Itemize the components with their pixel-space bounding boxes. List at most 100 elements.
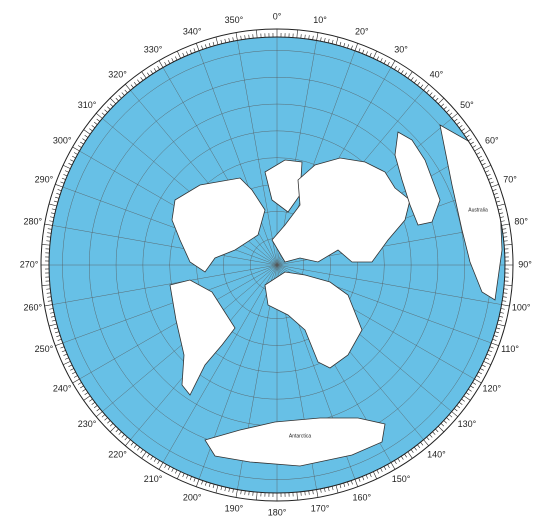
ring-tick: [141, 451, 147, 459]
ring-tick: [205, 481, 207, 486]
ring-tick: [68, 364, 73, 367]
ring-tick: [327, 487, 330, 492]
ring-tick: [118, 431, 122, 435]
ring-tick: [133, 444, 137, 449]
ring-tick: [115, 428, 119, 433]
ring-tick: [57, 338, 62, 341]
ring-tick: [432, 95, 436, 99]
ring-tick: [55, 331, 60, 334]
ring-tick: [474, 378, 482, 384]
east-asia: [394, 131, 441, 226]
ring-tick: [121, 434, 125, 438]
ring-tick: [327, 38, 330, 43]
ring-tick: [63, 174, 68, 177]
ring-tick: [446, 417, 450, 421]
antarctica: [204, 417, 386, 467]
meridian: [62, 186, 278, 266]
degree-label: 80°: [514, 216, 528, 226]
ring-tick: [55, 342, 63, 346]
ring-tick: [492, 338, 497, 341]
degree-label: 160°: [353, 492, 372, 502]
ring-tick: [176, 50, 181, 59]
ring-tick: [365, 474, 368, 479]
ring-tick: [362, 476, 365, 481]
degree-label: 350°: [225, 15, 244, 25]
ring-tick: [343, 482, 346, 487]
degree-label: 170°: [311, 504, 330, 514]
ring-tick: [56, 193, 61, 195]
degree-ring: [40, 28, 514, 502]
ring-tick: [44, 223, 53, 226]
degree-label: 110°: [501, 344, 519, 354]
ring-tick: [463, 129, 471, 135]
ring-tick: [494, 331, 499, 334]
ring-tick: [502, 232, 507, 234]
ring-tick: [101, 112, 106, 116]
ring-tick: [296, 492, 298, 501]
ring-tick: [500, 220, 505, 222]
ring-tick: [369, 473, 372, 478]
ring-tick: [504, 244, 513, 246]
ring-tick: [489, 181, 494, 184]
ring-tick: [494, 196, 499, 199]
ring-tick: [489, 346, 494, 349]
ring-tick: [182, 473, 185, 478]
ring-tick: [350, 45, 353, 50]
ring-tick: [232, 488, 234, 493]
ring-tick: [497, 323, 506, 327]
ring-tick: [193, 477, 196, 482]
ring-tick: [387, 61, 390, 66]
ring-tick: [496, 200, 501, 203]
meridian: [62, 264, 278, 344]
ring-tick: [82, 388, 86, 392]
ring-tick: [96, 113, 103, 119]
ring-tick: [147, 453, 150, 458]
ring-tick: [125, 84, 131, 91]
ring-tick: [89, 128, 93, 132]
degree-label: 10°: [313, 15, 327, 25]
ring-tick: [141, 71, 147, 79]
ring-tick: [109, 97, 116, 104]
ring-tick: [115, 97, 119, 102]
landmasses: [169, 124, 503, 467]
ring-tick: [83, 129, 91, 135]
ring-tick: [64, 357, 69, 360]
ring-tick: [80, 385, 84, 389]
ring-tick: [485, 357, 490, 360]
ring-tick: [50, 216, 55, 218]
ring-tick: [77, 145, 82, 148]
ring-tick: [492, 189, 497, 192]
ring-tick: [118, 95, 122, 99]
ring-tick: [60, 181, 65, 184]
ring-tick: [373, 50, 378, 59]
ring-tick: [347, 44, 349, 49]
ring-tick: [394, 65, 397, 70]
ring-tick: [72, 371, 76, 375]
ring-tick: [456, 405, 461, 409]
ring-tick: [96, 118, 100, 122]
ring-tick: [256, 29, 258, 38]
ring-tick: [358, 48, 361, 53]
ring-tick: [443, 420, 447, 424]
ring-tick: [380, 58, 383, 62]
ring-tick: [394, 460, 397, 465]
ring-tick: [483, 361, 492, 366]
ring-tick: [49, 308, 54, 310]
ring-tick: [124, 436, 128, 441]
degree-label: 130°: [458, 419, 477, 429]
degree-label: 120°: [482, 383, 501, 393]
ring-tick: [47, 228, 52, 230]
ring-tick: [472, 145, 477, 148]
ring-tick: [463, 395, 471, 401]
africa: [264, 271, 363, 369]
ring-tick: [451, 113, 458, 119]
ring-tick: [61, 177, 66, 180]
ring-tick: [182, 52, 185, 57]
ring-tick: [497, 203, 506, 207]
ring-tick: [493, 335, 498, 337]
south-america: [169, 279, 236, 396]
ring-tick: [48, 323, 57, 327]
ring-tick: [423, 84, 429, 91]
ring-tick: [454, 408, 458, 412]
ring-tick: [435, 97, 439, 102]
